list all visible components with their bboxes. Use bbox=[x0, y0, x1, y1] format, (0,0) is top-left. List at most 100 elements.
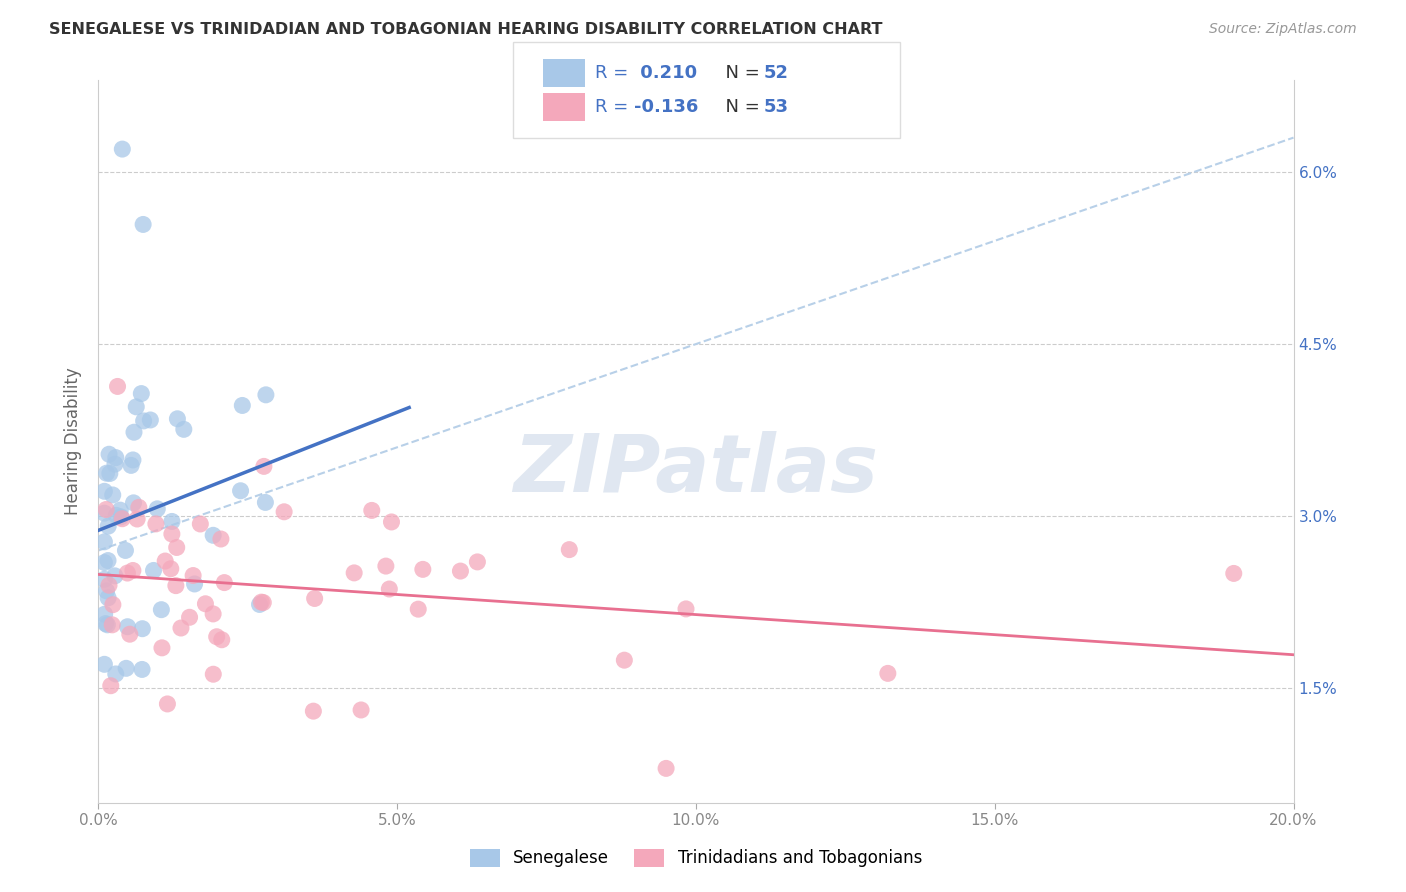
Point bbox=[128, 500, 150, 515]
Point bbox=[214, 575, 236, 590]
Point bbox=[150, 602, 173, 616]
Point bbox=[449, 564, 471, 578]
Point bbox=[202, 607, 225, 621]
Point bbox=[111, 512, 134, 526]
Point bbox=[188, 516, 211, 531]
Point bbox=[156, 697, 179, 711]
Point bbox=[111, 142, 134, 156]
Point bbox=[125, 400, 148, 414]
Point bbox=[655, 761, 678, 775]
Point bbox=[202, 667, 225, 681]
Text: 52: 52 bbox=[763, 64, 789, 82]
Point bbox=[165, 579, 187, 593]
Point bbox=[360, 503, 382, 517]
Point bbox=[304, 591, 326, 606]
Point bbox=[104, 569, 127, 583]
Point bbox=[173, 422, 195, 436]
Point bbox=[93, 607, 115, 622]
Point bbox=[183, 577, 205, 591]
Point bbox=[876, 666, 898, 681]
Point bbox=[118, 627, 141, 641]
Point bbox=[93, 484, 115, 499]
Point bbox=[179, 610, 201, 624]
Point bbox=[160, 515, 183, 529]
Point bbox=[406, 602, 429, 616]
Point bbox=[96, 583, 118, 598]
Point bbox=[93, 534, 115, 549]
Text: Source: ZipAtlas.com: Source: ZipAtlas.com bbox=[1209, 22, 1357, 37]
Legend: Senegalese, Trinidadians and Tobagonians: Senegalese, Trinidadians and Tobagonians bbox=[464, 842, 928, 874]
Point bbox=[122, 425, 145, 440]
Point bbox=[114, 543, 136, 558]
Point bbox=[211, 632, 233, 647]
Point bbox=[117, 566, 139, 580]
Point bbox=[97, 591, 120, 605]
Point bbox=[194, 597, 217, 611]
Point bbox=[93, 506, 115, 520]
Point bbox=[96, 466, 118, 480]
Point bbox=[273, 505, 295, 519]
Point bbox=[166, 541, 188, 555]
Point bbox=[98, 467, 121, 481]
Text: N =: N = bbox=[714, 98, 766, 116]
Point bbox=[343, 566, 366, 580]
Text: R =: R = bbox=[595, 98, 634, 116]
Point bbox=[131, 622, 153, 636]
Point bbox=[100, 679, 122, 693]
Point bbox=[181, 568, 204, 582]
Point bbox=[142, 564, 165, 578]
Point bbox=[94, 502, 117, 516]
Point bbox=[132, 218, 155, 232]
Point bbox=[145, 516, 167, 531]
Point bbox=[98, 578, 121, 592]
Point bbox=[253, 459, 276, 474]
Text: SENEGALESE VS TRINIDADIAN AND TOBAGONIAN HEARING DISABILITY CORRELATION CHART: SENEGALESE VS TRINIDADIAN AND TOBAGONIAN… bbox=[49, 22, 883, 37]
Point bbox=[104, 457, 127, 471]
Point bbox=[101, 598, 124, 612]
Point bbox=[170, 621, 193, 635]
Point bbox=[115, 661, 138, 675]
Point bbox=[159, 562, 181, 576]
Point bbox=[205, 630, 228, 644]
Point bbox=[139, 413, 162, 427]
Point bbox=[131, 386, 153, 401]
Point bbox=[558, 542, 581, 557]
Point bbox=[107, 379, 129, 393]
Point bbox=[254, 388, 277, 402]
Point bbox=[127, 512, 149, 526]
Text: ZIPatlas: ZIPatlas bbox=[513, 432, 879, 509]
Point bbox=[150, 640, 173, 655]
Text: -0.136: -0.136 bbox=[634, 98, 699, 116]
Point bbox=[350, 703, 373, 717]
Text: 0.210: 0.210 bbox=[634, 64, 697, 82]
Point bbox=[93, 556, 115, 570]
Point bbox=[93, 657, 115, 672]
Point bbox=[613, 653, 636, 667]
Point bbox=[131, 662, 153, 676]
Point bbox=[249, 598, 271, 612]
Point bbox=[97, 519, 120, 533]
Point bbox=[252, 595, 274, 609]
Point bbox=[229, 483, 252, 498]
Point bbox=[166, 411, 188, 425]
Point bbox=[94, 616, 117, 631]
Point bbox=[202, 528, 225, 542]
Point bbox=[132, 414, 155, 428]
Point bbox=[302, 704, 325, 718]
Point bbox=[378, 582, 401, 596]
Point bbox=[675, 602, 697, 616]
Point bbox=[122, 564, 145, 578]
Point bbox=[120, 458, 142, 473]
Point bbox=[160, 527, 183, 541]
Point bbox=[231, 399, 253, 413]
Text: 53: 53 bbox=[763, 98, 789, 116]
Point bbox=[104, 667, 127, 681]
Point bbox=[93, 572, 115, 586]
Text: N =: N = bbox=[714, 64, 766, 82]
Point bbox=[153, 554, 176, 568]
Point bbox=[101, 488, 124, 502]
Point bbox=[254, 495, 277, 509]
Point bbox=[96, 617, 118, 632]
Point bbox=[380, 515, 402, 529]
Point bbox=[101, 617, 124, 632]
